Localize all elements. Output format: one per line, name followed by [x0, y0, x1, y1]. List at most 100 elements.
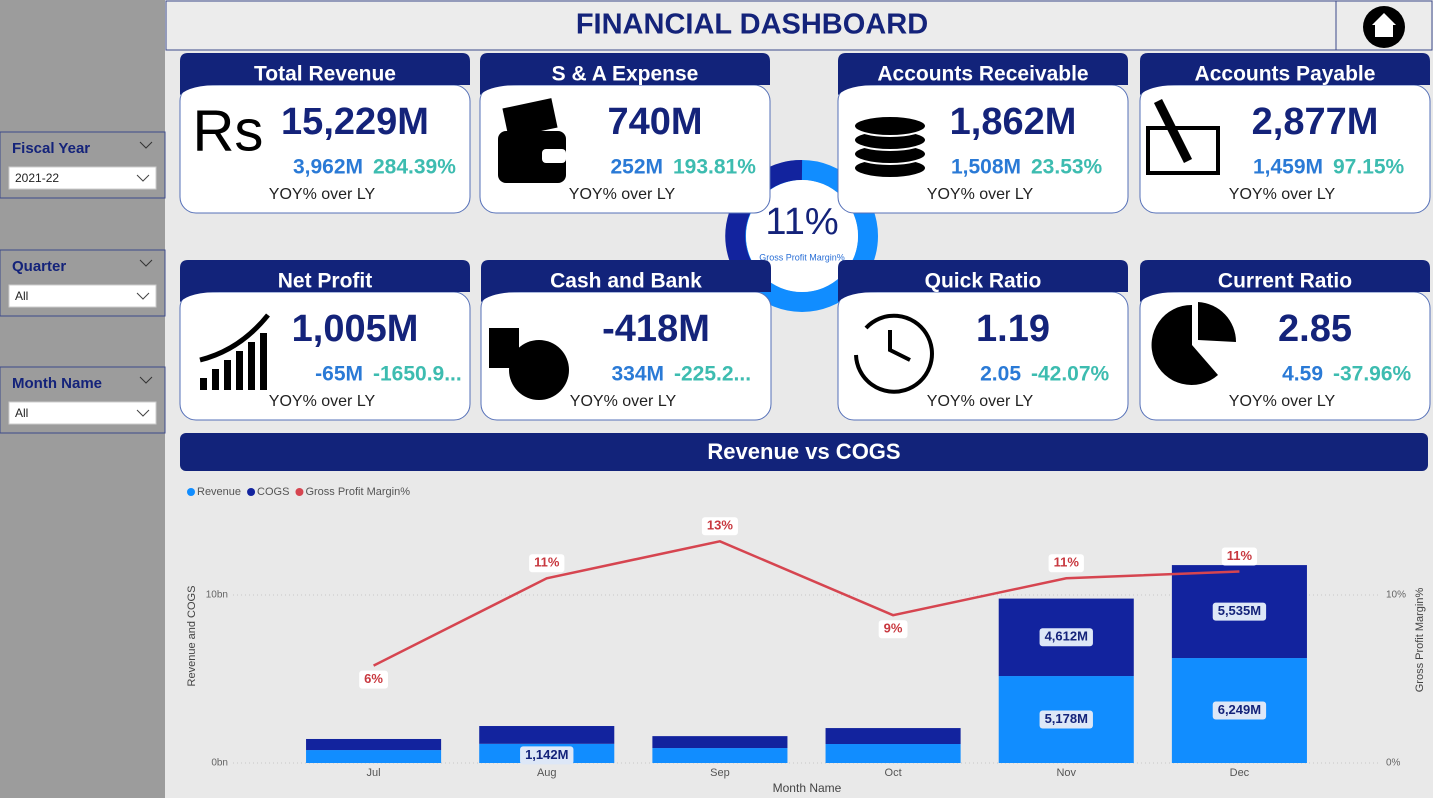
kpi-yoy: 23.53%: [1031, 156, 1103, 179]
filter-dropdown[interactable]: [8, 401, 157, 425]
filter-collapse: [139, 376, 153, 384]
kpi-header: [180, 53, 470, 95]
filter-label: Quarter: [12, 258, 66, 275]
kpi-title: S & A Expense: [552, 63, 699, 86]
kpi-title: Quick Ratio: [925, 270, 1042, 293]
data-label: 4,612M: [1039, 628, 1093, 647]
kpi-title: Net Profit: [278, 270, 373, 293]
kpi-value: 1,005M: [292, 308, 419, 350]
kpi-icon: [854, 313, 934, 394]
bar: [652, 748, 788, 763]
legend-marker: [295, 488, 304, 496]
dropdown-arrow[interactable]: [136, 292, 150, 300]
kpi-value: 2,877M: [1252, 101, 1379, 143]
data-label-bg: [1039, 710, 1093, 729]
kpi-header: [480, 53, 770, 95]
pie-slice: [1198, 302, 1237, 342]
bar: [479, 726, 615, 744]
kpi-ly: 334M: [611, 363, 664, 386]
kpi-icon: [199, 313, 270, 390]
kpi-value: 740M: [607, 101, 702, 143]
growth-bar: [236, 351, 243, 390]
kpi-yoy: 284.39%: [373, 156, 456, 179]
donut: 11% Gross Profit Margin%: [725, 159, 878, 312]
legend-marker: [247, 488, 256, 496]
data-label-text: 11%: [1227, 548, 1253, 563]
x-tick-label: Dec: [1230, 767, 1250, 779]
data-label: 5,178M: [1039, 710, 1093, 729]
legend-label: Revenue: [197, 486, 241, 498]
data-label-text: 9%: [884, 621, 903, 636]
donut-label: Gross Profit Margin%: [759, 252, 845, 262]
kpi-icon: [489, 328, 569, 400]
kpi-ly: 1,459M: [1253, 156, 1323, 179]
wallet-clasp: [542, 149, 566, 163]
donut-value: 11%: [765, 201, 838, 243]
data-label-text: 4,612M: [1045, 629, 1088, 644]
y2-tick-label: 0%: [1386, 758, 1401, 769]
filter-value[interactable]: 2021-22: [15, 171, 59, 185]
data-label-text: 11%: [534, 555, 560, 570]
bar: [306, 738, 442, 751]
bar: [306, 750, 442, 763]
kpi-note: YOY% over LY: [569, 186, 676, 203]
data-label-bg: [1212, 701, 1267, 720]
data-label: 9%: [878, 620, 908, 639]
y-axis-title: Revenue and COGS: [186, 586, 198, 687]
filter-collapse: [139, 141, 153, 149]
filter-dropdown[interactable]: [8, 166, 157, 190]
data-label: 11%: [529, 554, 565, 573]
kpi-header: [481, 260, 771, 302]
kpi-ly: -65M: [315, 363, 363, 386]
data-label-text: 5,178M: [1045, 711, 1088, 726]
clock: [854, 313, 934, 394]
bag-hand: [489, 328, 519, 368]
data-label-text: 13%: [707, 518, 733, 533]
growth-bar: [212, 369, 219, 390]
kpi-note: YOY% over LY: [927, 393, 1034, 410]
home-icon[interactable]: [1372, 13, 1396, 37]
kpi-value: 2.85: [1278, 308, 1352, 350]
clock-hands: [888, 330, 911, 362]
kpi-note: YOY% over LY: [1229, 186, 1336, 203]
kpi-icon: [498, 98, 566, 183]
data-label: 11%: [1048, 554, 1084, 573]
kpi-icon: [1146, 98, 1220, 175]
y2-axis-title: Gross Profit Margin%: [1414, 588, 1426, 693]
data-label-bg: [529, 554, 565, 573]
data-label-bg: [520, 746, 574, 765]
data-label-text: 6%: [364, 671, 383, 686]
pie-icon: [1151, 304, 1218, 385]
wallet: [498, 131, 566, 183]
kpi-title: Cash and Bank: [550, 270, 702, 293]
data-label: 6,249M: [1212, 701, 1267, 720]
data-label-bg: [701, 517, 738, 536]
kpi-value: -418M: [602, 308, 710, 350]
x-tick-label: Nov: [1056, 767, 1076, 779]
growth-bar: [248, 342, 255, 390]
kpi-ly: 3,962M: [293, 156, 363, 179]
dropdown-arrow[interactable]: [136, 409, 150, 417]
kpi-header: [1140, 260, 1430, 302]
filter-value[interactable]: All: [15, 289, 28, 303]
home-button[interactable]: [1363, 6, 1405, 48]
dashboard-title: FINANCIAL DASHBOARD: [576, 9, 928, 41]
coin: [853, 115, 927, 137]
filter-dropdown[interactable]: [8, 284, 157, 308]
kpi-title: Accounts Payable: [1195, 63, 1376, 86]
data-label-bg: [878, 620, 908, 639]
kpi-value: 15,229M: [281, 101, 429, 143]
data-label-bg: [1221, 547, 1258, 566]
y2-tick-label: 10%: [1386, 590, 1406, 601]
data-label-text: 1,142M: [525, 747, 568, 762]
kpi-yoy: -37.96%: [1333, 363, 1412, 386]
legend-label: COGS: [257, 486, 289, 498]
x-tick-label: Sep: [710, 767, 730, 779]
filter-label: Fiscal Year: [12, 140, 90, 157]
y-tick-label: 0bn: [211, 758, 228, 769]
filter-value[interactable]: All: [15, 406, 28, 420]
kpi-note: YOY% over LY: [927, 186, 1034, 203]
dropdown-arrow[interactable]: [136, 174, 150, 182]
header-bar: [165, 0, 1433, 51]
